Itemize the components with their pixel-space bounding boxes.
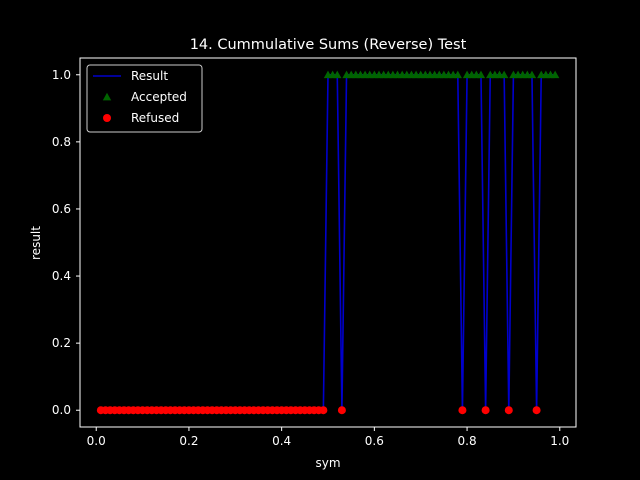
point-accepted xyxy=(527,70,537,79)
y-axis-label: result xyxy=(29,226,43,260)
legend-label: Result xyxy=(131,69,168,83)
point-accepted xyxy=(499,70,509,79)
y-tick-label: 1.0 xyxy=(52,68,71,82)
x-tick-label: 0.6 xyxy=(365,434,384,448)
point-refused xyxy=(458,406,467,415)
x-tick-label: 0.8 xyxy=(458,434,477,448)
y-tick-label: 0.4 xyxy=(52,269,71,283)
plot-area xyxy=(96,70,560,415)
point-refused xyxy=(481,406,490,415)
chart-title: 14. Cummulative Sums (Reverse) Test xyxy=(190,37,467,53)
legend-label: Refused xyxy=(131,111,179,125)
y-tick-label: 0.0 xyxy=(52,403,71,417)
axes xyxy=(79,57,577,428)
point-refused xyxy=(504,406,513,415)
ticks: 0.0 0.2 0.4 0.6 0.8 1.0 0.0 0.2 0.4 0.6 0.8 1.0 xyxy=(52,68,569,448)
y-tick-label: 0.6 xyxy=(52,202,71,216)
point-accepted xyxy=(476,70,486,79)
x-tick-label: 0.0 xyxy=(87,434,106,448)
x-tick-label: 0.2 xyxy=(179,434,198,448)
legend-handle-accepted xyxy=(102,92,112,101)
point-accepted xyxy=(550,70,560,79)
point-refused xyxy=(319,406,328,415)
point-refused xyxy=(532,406,541,415)
legend: Result Accepted Refused xyxy=(86,64,203,133)
legend-label: Accepted xyxy=(131,90,187,104)
point-accepted xyxy=(333,70,342,79)
axes-frame xyxy=(79,57,577,428)
y-tick-label: 0.8 xyxy=(52,135,71,149)
legend-frame xyxy=(86,64,203,133)
legend-handle-refused xyxy=(103,114,111,122)
point-refused xyxy=(337,406,346,415)
point-accepted xyxy=(453,70,462,79)
y-tick-label: 0.2 xyxy=(52,336,71,350)
x-tick-label: 0.4 xyxy=(272,434,291,448)
x-tick-label: 1.0 xyxy=(550,434,569,448)
x-axis-label: sym xyxy=(315,456,340,470)
